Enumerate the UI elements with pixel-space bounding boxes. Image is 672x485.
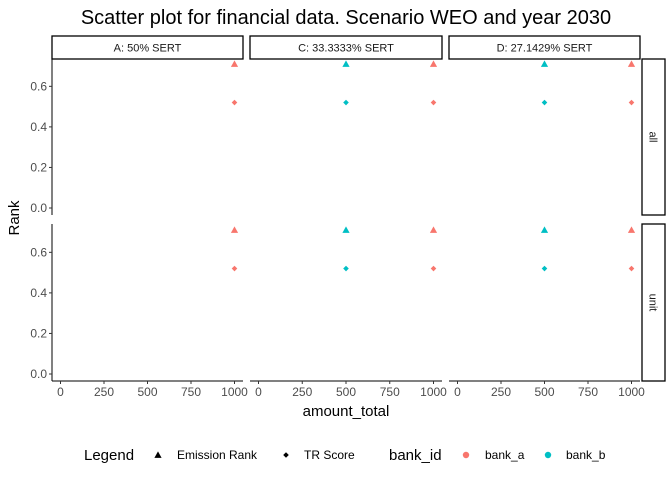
x-tick-label: 750 bbox=[181, 385, 201, 399]
y-tick-label: 0.6 bbox=[30, 79, 47, 93]
data-point-bank_a-emission-rank bbox=[627, 60, 636, 67]
data-point-bank_b-tr-score bbox=[343, 265, 349, 272]
facet-column-label: C: 33.3333% SERT bbox=[298, 43, 394, 55]
legend: Legend Emission Rank TR Score bank_id bank_a… bbox=[84, 447, 606, 464]
facet-row-strip bbox=[641, 58, 666, 216]
data-point-bank_b-tr-score bbox=[541, 265, 548, 272]
data-point-bank_b-tr-score bbox=[343, 99, 349, 106]
x-tick-label: 0 bbox=[255, 385, 262, 399]
data-point-bank_a-emission-rank bbox=[230, 226, 239, 233]
facet-column-strip bbox=[448, 35, 641, 60]
data-point-bank_a-tr-score bbox=[628, 99, 635, 106]
legend-title-shape: Legend bbox=[84, 447, 134, 464]
x-tick-label: 0 bbox=[454, 385, 461, 399]
x-tick-label: 1000 bbox=[618, 385, 645, 399]
data-point-bank_a-tr-score bbox=[430, 265, 437, 272]
legend-title-color: bank_id bbox=[389, 447, 442, 464]
facet-column-strip bbox=[249, 35, 443, 60]
x-axis-title: amount_total bbox=[303, 403, 390, 420]
legend-color-swatch-icon bbox=[462, 451, 470, 459]
data-point-bank_a-emission-rank bbox=[230, 60, 239, 67]
x-tick-label: 1000 bbox=[420, 385, 447, 399]
data-point-bank_a-emission-rank bbox=[429, 226, 438, 233]
data-point-bank_a-tr-score bbox=[231, 265, 238, 272]
legend-entry-label: bank_b bbox=[566, 448, 606, 462]
data-point-bank_a-emission-rank bbox=[627, 226, 636, 233]
y-tick-label: 0.2 bbox=[30, 160, 47, 174]
data-point-bank_a-tr-score bbox=[231, 99, 238, 106]
data-point-bank_a-tr-score bbox=[628, 265, 635, 272]
chart-title: Scatter plot for financial data. Scenari… bbox=[81, 7, 611, 29]
x-tick-label: 500 bbox=[336, 385, 356, 399]
legend-entry-label: bank_a bbox=[485, 448, 525, 462]
facet-column-label: D: 27.1429% SERT bbox=[497, 43, 593, 55]
y-tick-label: 0.2 bbox=[30, 326, 47, 340]
x-tick-label: 0 bbox=[57, 385, 64, 399]
y-tick-label: 0.0 bbox=[30, 367, 47, 381]
y-tick-label: 0.4 bbox=[30, 286, 47, 300]
data-point-bank_b-emission-rank bbox=[342, 60, 350, 67]
legend-color-swatch-icon bbox=[544, 451, 552, 459]
data-point-bank_a-tr-score bbox=[430, 99, 437, 106]
facet-column-label: A: 50% SERT bbox=[114, 43, 182, 55]
x-tick-label: 250 bbox=[94, 385, 114, 399]
facet-panels: A: 50% SERT C: 33.3333% SERT D: 27.1429% S… bbox=[30, 35, 666, 399]
x-tick-label: 250 bbox=[491, 385, 511, 399]
y-tick-label: 0.4 bbox=[30, 120, 47, 134]
facet-row-label: unit bbox=[647, 294, 659, 312]
legend-diamond-icon bbox=[283, 452, 289, 458]
y-tick-label: 0.6 bbox=[30, 245, 47, 259]
facet-column-strip bbox=[51, 35, 244, 60]
x-tick-label: 250 bbox=[292, 385, 312, 399]
facet-row-label: all bbox=[647, 131, 659, 142]
x-tick-label: 500 bbox=[534, 385, 554, 399]
data-point-bank_b-emission-rank bbox=[540, 60, 549, 67]
facet-row-strip bbox=[641, 223, 666, 382]
legend-entry-label: TR Score bbox=[304, 448, 355, 462]
x-tick-label: 750 bbox=[578, 385, 598, 399]
data-point-bank_b-emission-rank bbox=[540, 226, 549, 233]
y-tick-label: 0.0 bbox=[30, 201, 47, 215]
legend-entry-label: Emission Rank bbox=[177, 448, 258, 462]
x-tick-label: 1000 bbox=[221, 385, 248, 399]
data-point-bank_b-tr-score bbox=[541, 99, 548, 106]
x-tick-label: 750 bbox=[380, 385, 400, 399]
legend-triangle-icon bbox=[154, 451, 162, 458]
data-point-bank_b-emission-rank bbox=[342, 226, 350, 233]
y-axis-title: Rank bbox=[6, 200, 23, 236]
data-point-bank_a-emission-rank bbox=[429, 60, 438, 67]
x-tick-label: 500 bbox=[137, 385, 157, 399]
